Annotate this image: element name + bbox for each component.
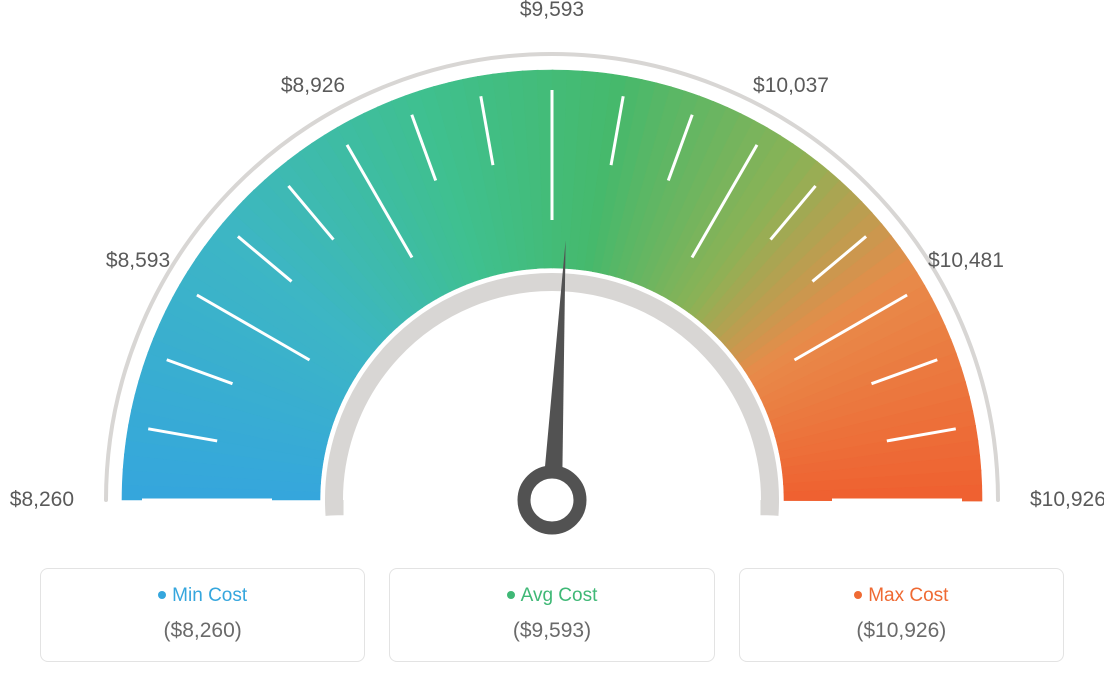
legend-value-avg: ($9,593) bbox=[400, 619, 703, 643]
scale-label: $10,481 bbox=[928, 249, 1004, 273]
legend-title-avg: Avg Cost bbox=[400, 585, 703, 607]
scale-label: $8,260 bbox=[10, 488, 74, 512]
legend-title-min: Min Cost bbox=[51, 585, 354, 607]
gauge-svg bbox=[0, 0, 1104, 560]
dot-icon bbox=[854, 591, 862, 599]
legend-title-min-text: Min Cost bbox=[172, 585, 247, 606]
legend-title-avg-text: Avg Cost bbox=[521, 585, 598, 606]
scale-label: $8,926 bbox=[281, 74, 345, 98]
legend-title-max: Max Cost bbox=[750, 585, 1053, 607]
scale-label: $8,593 bbox=[106, 249, 170, 273]
dot-icon bbox=[507, 591, 515, 599]
scale-label: $10,037 bbox=[753, 74, 829, 98]
legend-card-min: Min Cost ($8,260) bbox=[40, 568, 365, 662]
scale-label: $10,926 bbox=[1030, 488, 1104, 512]
legend-title-max-text: Max Cost bbox=[868, 585, 948, 606]
legend-row: Min Cost ($8,260) Avg Cost ($9,593) Max … bbox=[0, 568, 1104, 662]
gauge-chart: $8,260 $8,593 $8,926 $9,593 $10,037 $10,481 $1… bbox=[0, 0, 1104, 560]
legend-value-max: ($10,926) bbox=[750, 619, 1053, 643]
scale-label: $9,593 bbox=[520, 0, 584, 22]
dot-icon bbox=[158, 591, 166, 599]
legend-card-max: Max Cost ($10,926) bbox=[739, 568, 1064, 662]
legend-value-min: ($8,260) bbox=[51, 619, 354, 643]
legend-card-avg: Avg Cost ($9,593) bbox=[389, 568, 714, 662]
